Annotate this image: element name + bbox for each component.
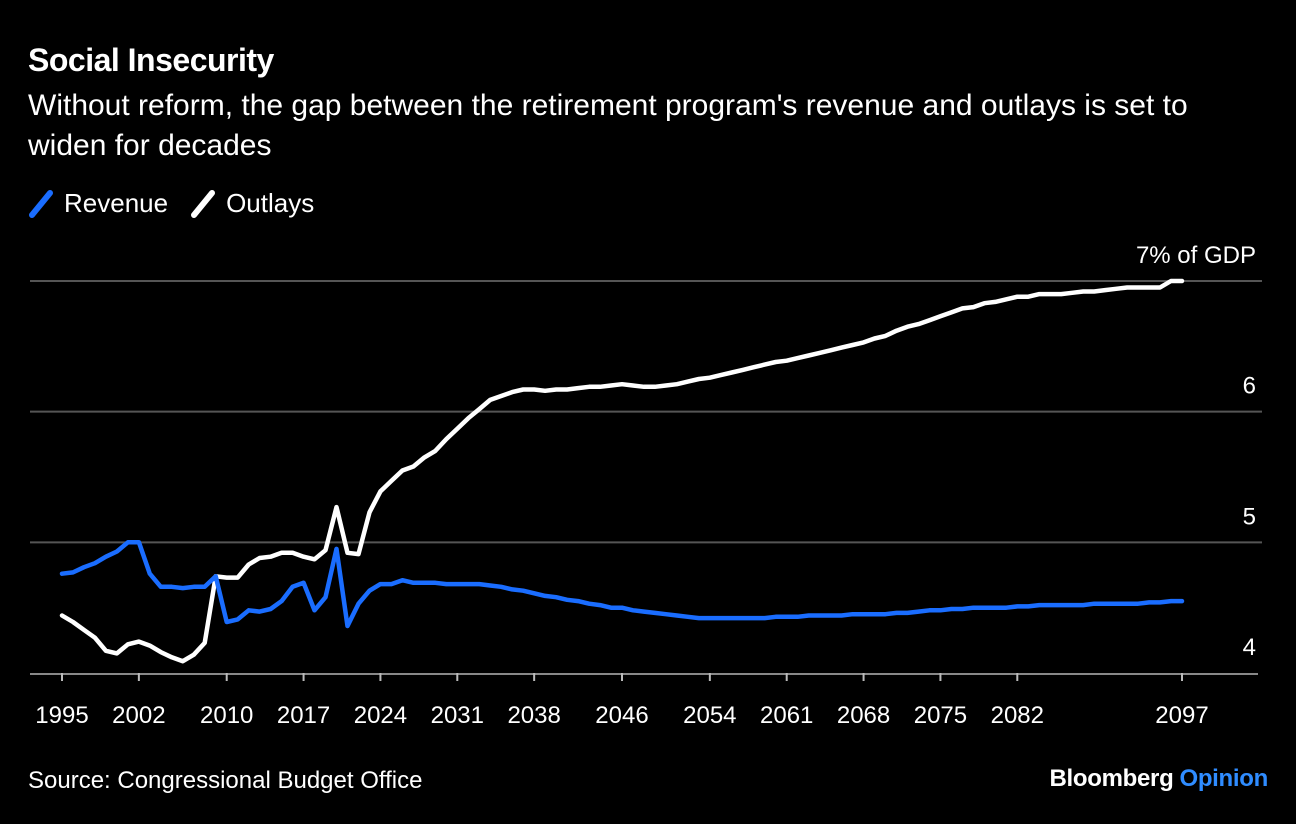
legend-item-outlays: Outlays (190, 188, 314, 219)
y-tick-label-7: 7% of GDP (1136, 242, 1256, 269)
legend-label-revenue: Revenue (64, 188, 169, 218)
brand-logo: Bloomberg Opinion (1049, 765, 1268, 793)
x-tick-label-2046: 2046 (595, 702, 648, 729)
x-tick-label-2038: 2038 (507, 702, 560, 729)
legend-label-outlays: Outlays (226, 188, 315, 218)
series-line-outlays (59, 278, 1185, 664)
x-tick-label-2017: 2017 (277, 702, 330, 729)
x-tick-label-2082: 2082 (991, 702, 1044, 729)
y-tick-label-4: 4 (1243, 634, 1256, 661)
brand-sub: Opinion (1179, 765, 1268, 792)
chart-title: Social Insecurity (28, 42, 274, 78)
x-tick-label-2097: 2097 (1155, 702, 1208, 729)
legend-item-revenue: Revenue (28, 188, 168, 219)
x-tick-label-1995: 1995 (35, 702, 88, 729)
y-tick-label-6: 6 (1243, 373, 1256, 400)
x-tick-label-2024: 2024 (354, 702, 407, 729)
series-line-revenue (59, 540, 1185, 629)
x-tick-label-2002: 2002 (112, 702, 165, 729)
source-note: Source: Congressional Budget Office (28, 767, 423, 794)
x-tick-label-2075: 2075 (914, 702, 967, 729)
x-tick-label-2061: 2061 (760, 702, 813, 729)
chart-subtitle: Without reform, the gap between the reti… (28, 89, 1188, 162)
x-tick-label-2010: 2010 (200, 702, 253, 729)
x-tick-label-2031: 2031 (431, 702, 484, 729)
legend: Revenue Outlays (28, 188, 336, 219)
y-tick-label-5: 5 (1243, 503, 1256, 530)
revenue-swatch-icon (29, 189, 53, 218)
outlays-swatch-icon (191, 189, 216, 218)
x-tick-label-2054: 2054 (683, 702, 736, 729)
x-tick-label-2068: 2068 (837, 702, 890, 729)
brand-main: Bloomberg (1049, 765, 1174, 792)
